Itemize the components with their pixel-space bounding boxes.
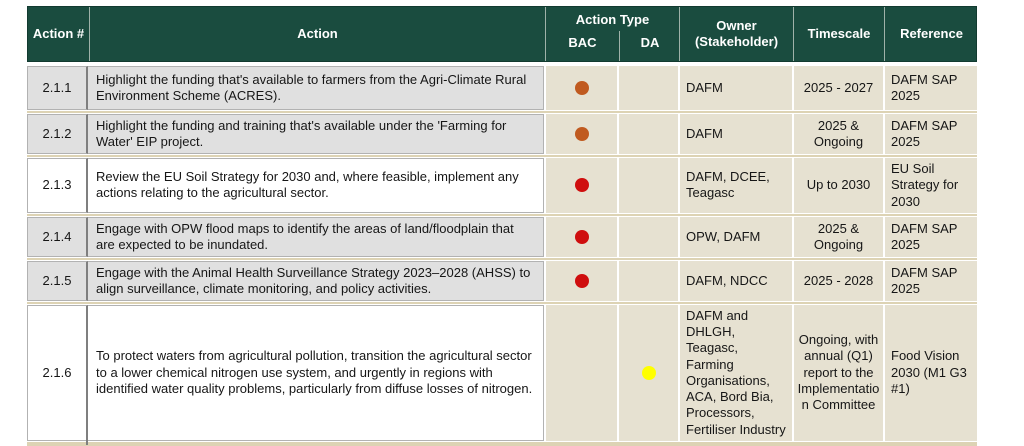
da-cell [617, 260, 678, 301]
action-text: Highlight the funding that's available t… [96, 71, 527, 103]
timescale-text: Ongoing, with annual (Q1) report to the … [797, 332, 880, 413]
owner-text: DAFM [686, 79, 723, 95]
header-owner: Owner (Stakeholder) [679, 7, 793, 61]
table-row: 2.1.4 Engage with OPW flood maps to iden… [27, 216, 977, 260]
header-bac: BAC [568, 35, 597, 50]
header-action-num: Action # [32, 25, 85, 41]
owner-cell: DAFM, NDCC [678, 260, 792, 301]
owner-text: OPW, DAFM [686, 228, 761, 244]
da-cell [617, 66, 678, 110]
action-number: 2.1.2 [42, 125, 72, 141]
action-cell: Engage with the Animal Health Surveillan… [88, 260, 544, 301]
da-cell [617, 304, 678, 441]
owner-text: DAFM, NDCC [686, 272, 768, 288]
reference-cell: DAFM SAP 2025 [883, 216, 977, 257]
owner-cell: OPW, DAFM [678, 216, 792, 257]
bac-status-dot [574, 229, 589, 244]
table-row: 2.1.6 To protect waters from agricultura… [27, 304, 977, 444]
action-number-cell: 2.1.1 [27, 66, 88, 110]
owner-cell: DAFM [678, 66, 792, 110]
reference-text: DAFM SAP 2025 [891, 220, 958, 252]
bac-status-dot [574, 81, 589, 95]
timescale-cell: 2025 & Ongoing [792, 216, 883, 257]
action-number: 2.1.4 [42, 228, 72, 244]
header-timescale: Timescale [793, 7, 884, 61]
timescale-cell: Ongoing, with annual (Q1) report to the … [792, 304, 883, 441]
table-row: 2.1.5 Engage with the Animal Health Surv… [27, 260, 977, 304]
header-da: DA [619, 31, 680, 61]
action-text: To protect waters from agricultural poll… [96, 348, 533, 396]
owner-text: DAFM, DCEE, Teagasc [686, 169, 770, 201]
table-row: 2.1.2 Highlight the funding and training… [27, 114, 977, 157]
table-bottom-rule [27, 443, 977, 446]
table-row: 2.1.1 Highlight the funding that's avail… [27, 66, 977, 113]
owner-cell: DAFM, DCEE, Teagasc [678, 158, 792, 213]
action-cell: Highlight the funding and training that'… [88, 114, 544, 154]
reference-text: DAFM SAP 2025 [891, 264, 958, 296]
timescale-text: 2025 - 2027 [803, 79, 874, 95]
reference-text: Food Vision 2030 (M1 G3 #1) [891, 348, 967, 396]
action-number: 2.1.6 [42, 364, 72, 380]
reference-cell: Food Vision 2030 (M1 G3 #1) [883, 304, 977, 441]
owner-text: DAFM and DHLGH, Teagasc, Farming Organis… [686, 307, 786, 437]
header-action-type-subrow: BAC DA [546, 31, 679, 61]
bac-cell [544, 304, 617, 441]
bac-status-dot [574, 273, 589, 288]
timescale-text: 2025 & Ongoing [813, 117, 864, 149]
timescale-cell: 2025 & Ongoing [792, 114, 883, 154]
reference-text: DAFM SAP 2025 [891, 117, 958, 149]
timescale-cell: 2025 - 2027 [792, 66, 883, 110]
owner-cell: DAFM and DHLGH, Teagasc, Farming Organis… [678, 304, 792, 441]
table-header: Action # Action Action Type BAC DA Owner… [27, 6, 977, 62]
action-number-cell: 2.1.3 [27, 158, 88, 213]
action-number-cell: 2.1.2 [27, 114, 88, 154]
header-action: Action [89, 7, 545, 61]
timescale-text: Up to 2030 [806, 177, 871, 193]
header-action-type-group: Action Type BAC DA [545, 7, 679, 61]
action-cell: Engage with OPW flood maps to identify t… [88, 216, 544, 257]
action-cell: To protect waters from agricultural poll… [88, 304, 544, 441]
action-text: Review the EU Soil Strategy for 2030 and… [96, 169, 519, 201]
bac-cell [544, 216, 617, 257]
da-status-dot [641, 365, 656, 380]
timescale-text: 2025 - 2028 [803, 272, 874, 288]
action-text: Engage with the Animal Health Surveillan… [96, 264, 531, 296]
action-number: 2.1.5 [42, 272, 72, 288]
reference-text: EU Soil Strategy for 2030 [891, 161, 959, 209]
action-number-cell: 2.1.6 [27, 304, 88, 441]
bac-status-dot [574, 127, 589, 141]
action-text: Engage with OPW flood maps to identify t… [96, 220, 514, 252]
action-number: 2.1.1 [42, 79, 72, 95]
action-text: Highlight the funding and training that'… [96, 117, 507, 149]
reference-cell: DAFM SAP 2025 [883, 66, 977, 110]
action-cell: Review the EU Soil Strategy for 2030 and… [88, 158, 544, 213]
bac-cell [544, 114, 617, 154]
da-cell [617, 114, 678, 154]
action-cell: Highlight the funding that's available t… [88, 66, 544, 110]
timescale-cell: 2025 - 2028 [792, 260, 883, 301]
reference-cell: DAFM SAP 2025 [883, 260, 977, 301]
header-reference: Reference [884, 7, 978, 61]
table-row: 2.1.3 Review the EU Soil Strategy for 20… [27, 158, 977, 216]
header-action-type: Action Type [575, 11, 650, 27]
action-table: Action # Action Action Type BAC DA Owner… [27, 6, 977, 446]
action-number: 2.1.3 [42, 177, 72, 193]
timescale-text: 2025 & Ongoing [813, 220, 864, 252]
bac-cell [544, 260, 617, 301]
reference-cell: EU Soil Strategy for 2030 [883, 158, 977, 213]
reference-text: DAFM SAP 2025 [891, 71, 958, 103]
timescale-cell: Up to 2030 [792, 158, 883, 213]
table-body: 2.1.1 Highlight the funding that's avail… [27, 66, 977, 444]
action-number-cell: 2.1.5 [27, 260, 88, 301]
owner-cell: DAFM [678, 114, 792, 154]
owner-text: DAFM [686, 125, 723, 141]
action-number-cell: 2.1.4 [27, 216, 88, 257]
da-cell [617, 216, 678, 257]
reference-cell: DAFM SAP 2025 [883, 114, 977, 154]
da-cell [617, 158, 678, 213]
bac-cell [544, 66, 617, 110]
column-divider-stub [86, 432, 88, 445]
bac-status-dot [574, 178, 589, 193]
bac-cell [544, 158, 617, 213]
